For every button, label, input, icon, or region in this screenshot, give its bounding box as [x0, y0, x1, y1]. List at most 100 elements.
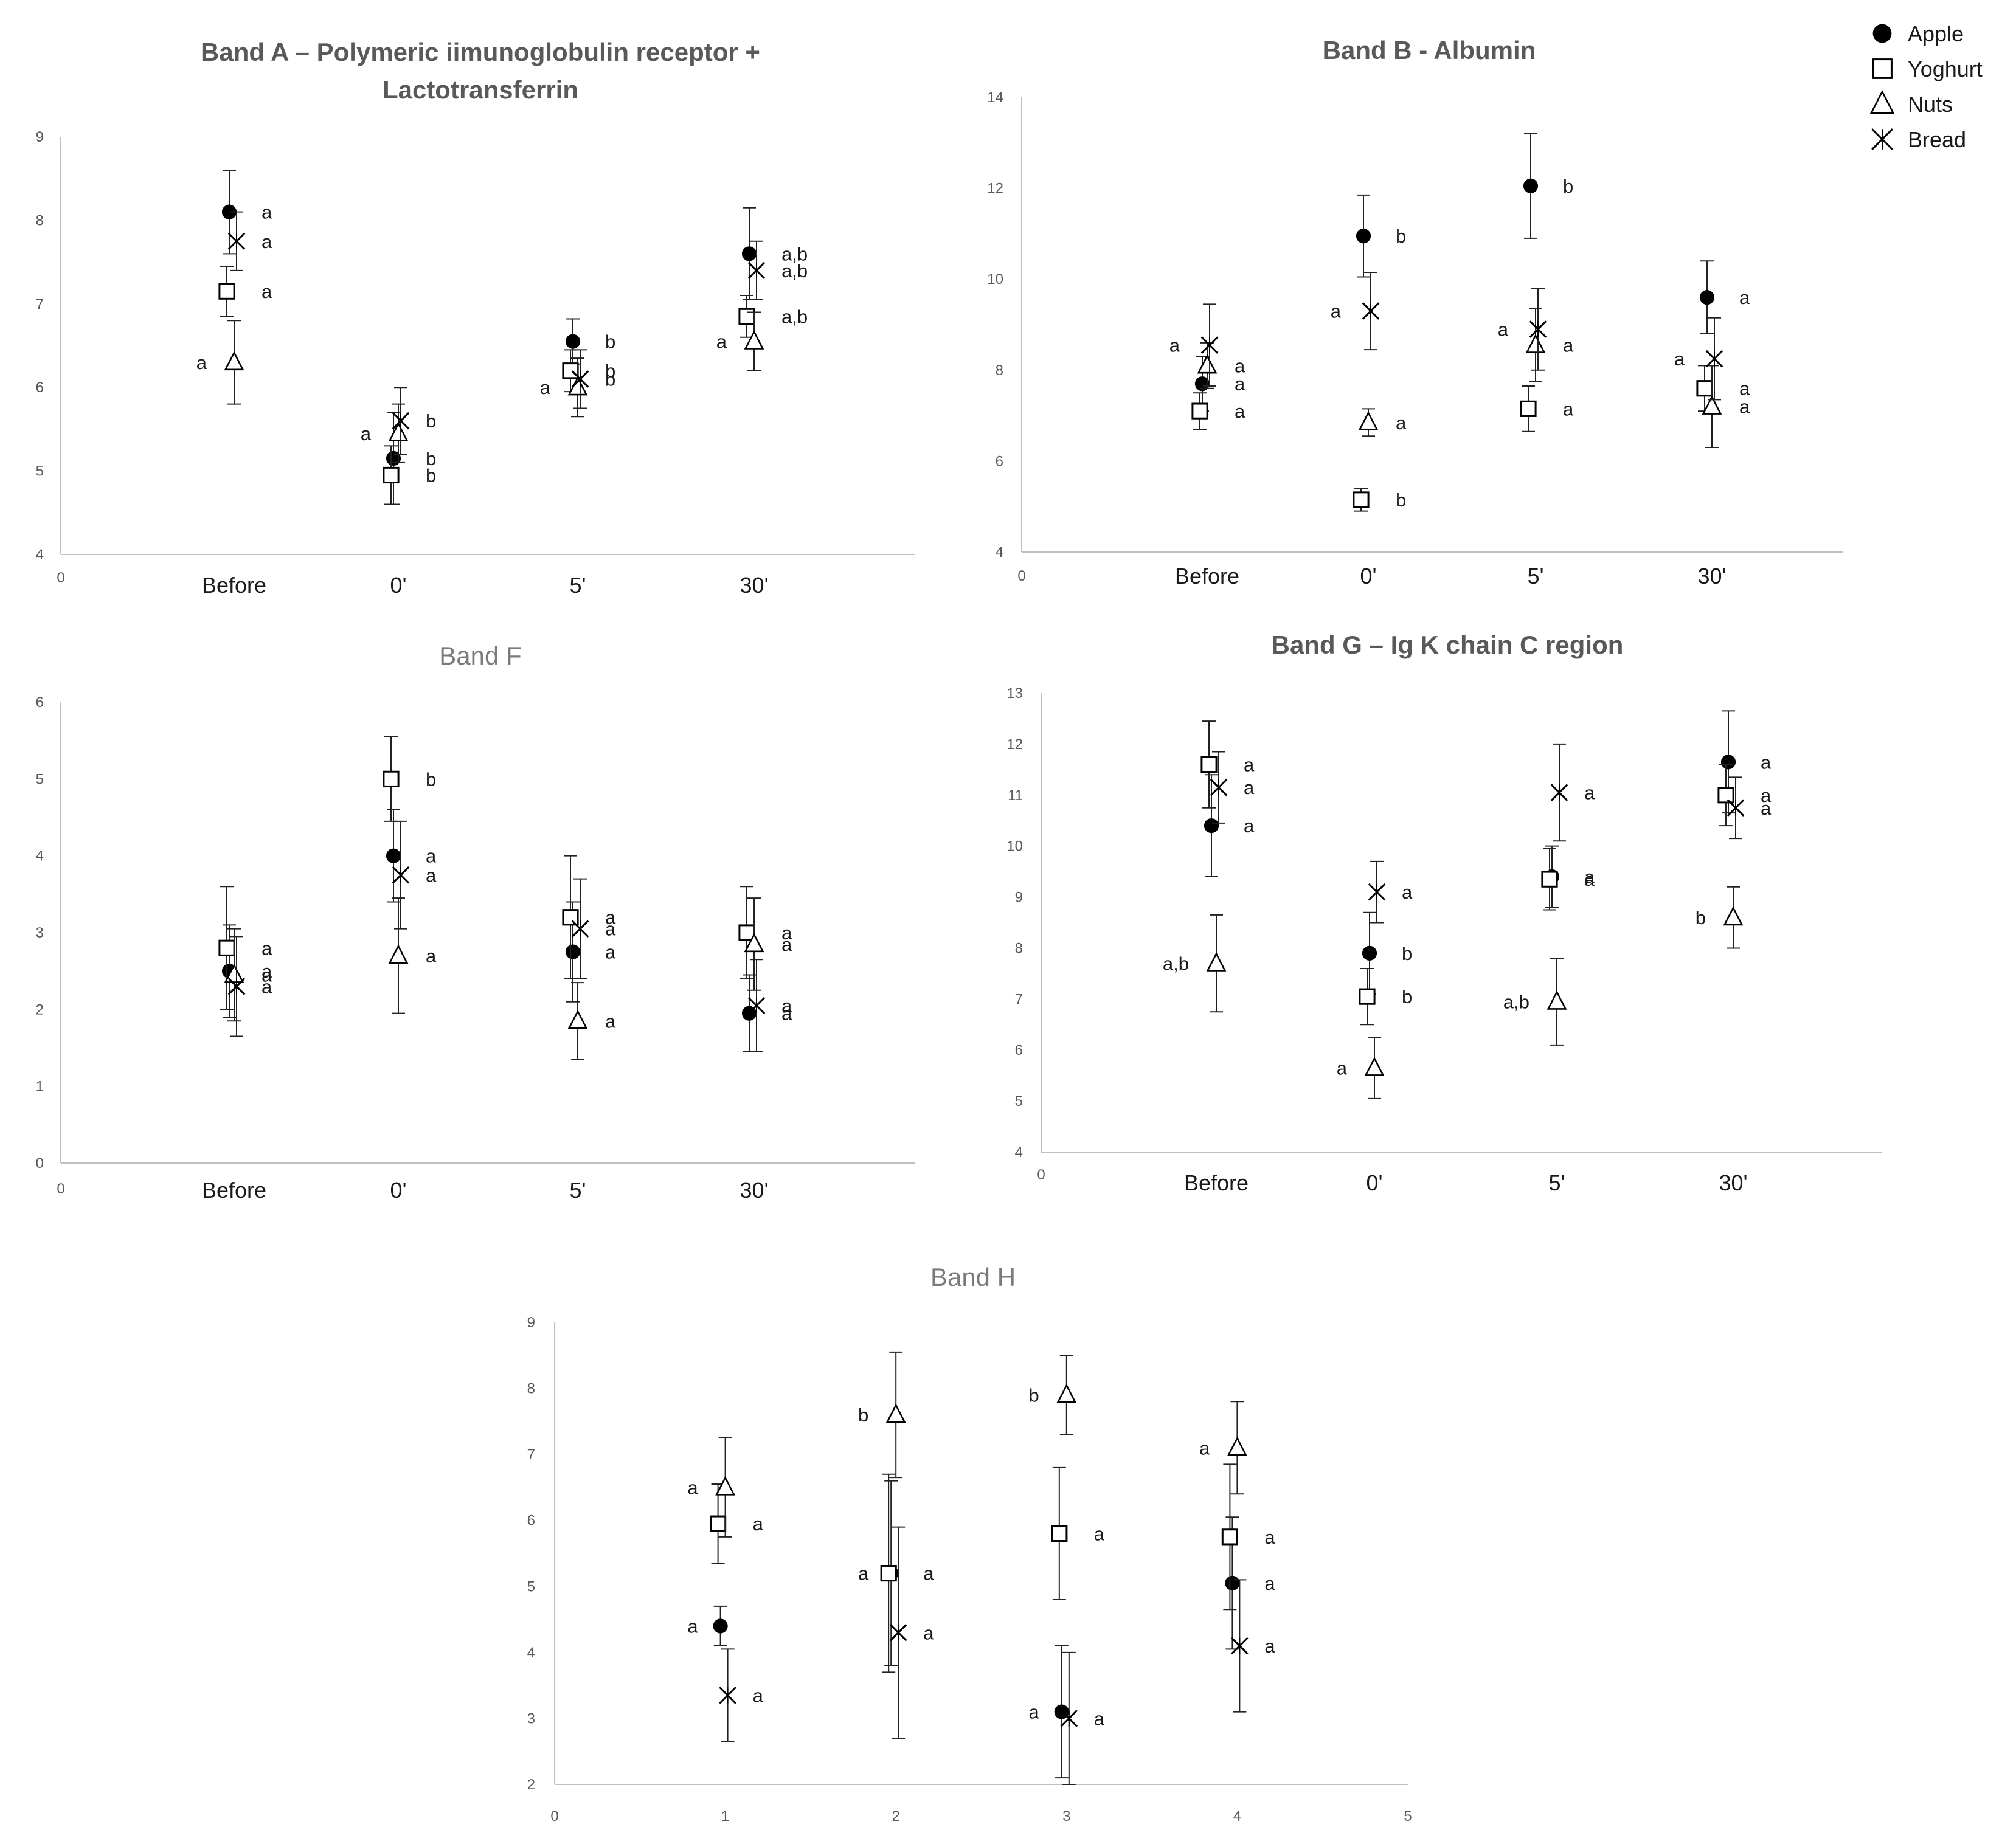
band-b-title-line-1: Band B - Albumin	[1323, 36, 1536, 64]
band-a-sig-label-yoghurt: a,b	[781, 306, 808, 327]
band-g-sig-label-yoghurt: a	[1761, 785, 1772, 806]
band-a-sig-label-nuts: a	[716, 331, 727, 353]
band-g-point-yoghurt	[1541, 871, 1558, 888]
band-h-point-nuts	[1227, 1436, 1247, 1456]
legend-marker-apple	[1872, 24, 1892, 43]
band-a-x-category-0: 0'	[390, 573, 407, 598]
band-g-sig-label-nuts: a,b	[1163, 953, 1189, 975]
band-b-x-category-before: Before	[1175, 564, 1239, 589]
band-h-chart: Band H 2 3 4 5 6 7 8 9 0 1 2 3 4 5 a a a a a a a a a b b a a a a a	[527, 1263, 1412, 1825]
band-b-point-nuts	[1525, 333, 1546, 353]
band-b-sig-label-apple: b	[1396, 226, 1406, 247]
band-a-sig-label-nuts: a	[540, 377, 551, 398]
band-f-sig-label-apple: a	[781, 1003, 792, 1024]
band-h-point-bread	[719, 1687, 736, 1704]
band-b-x-origin-label: 0	[1017, 568, 1025, 584]
band-f-sig-label-bread: a	[605, 919, 616, 940]
band-a-sig-label-apple: a	[262, 202, 272, 223]
band-b-y-tick-label: 12	[987, 181, 1003, 197]
band-g-series-nuts: a,b a a,b b	[1163, 886, 1744, 1099]
band-b-point-yoghurt	[1191, 402, 1208, 420]
band-f-sig-label-nuts: a	[605, 1010, 616, 1032]
band-b-point-yoghurt	[1353, 491, 1370, 508]
band-f-point-bread	[392, 866, 410, 884]
band-h-point-bread	[1060, 1710, 1078, 1727]
band-a-point-apple	[741, 246, 757, 261]
band-a-y-tick-label: 5	[36, 463, 44, 480]
band-h-point-apple	[1225, 1575, 1240, 1590]
band-h-series-bread: a a a a	[719, 1526, 1275, 1785]
band-g-y-tick-label: 13	[1006, 685, 1023, 702]
band-b-sig-label-bread: a	[1674, 348, 1685, 370]
band-h-sig-label-yoghurt: a	[1094, 1523, 1105, 1544]
band-f-point-nuts	[388, 944, 409, 964]
band-f-point-nuts	[744, 933, 764, 953]
band-b-point-bread	[1200, 336, 1219, 354]
band-f-sig-label-yoghurt: a	[781, 922, 792, 944]
band-f-y-tick-label: 2	[36, 1001, 44, 1018]
band-g-point-yoghurt	[1359, 988, 1376, 1005]
band-h-point-yoghurt	[1221, 1528, 1239, 1546]
band-a-y-tick-label: 9	[36, 129, 44, 145]
legend-marker-yoghurt	[1872, 58, 1893, 79]
band-h-y-tick-label: 9	[527, 1314, 535, 1331]
band-h-sig-label-bread: a	[1094, 1708, 1105, 1729]
band-f-sig-label-yoghurt: a	[605, 907, 616, 928]
band-h-series-nuts: a b b a	[687, 1351, 1247, 1538]
band-h-title-line-1: Band H	[930, 1263, 1016, 1291]
band-g-x-category-before: Before	[1184, 1170, 1249, 1195]
band-f-y-tick-label: 3	[36, 925, 44, 941]
band-a-sig-label-bread: b	[426, 410, 436, 432]
band-h-x-tick-label: 2	[892, 1808, 900, 1825]
band-f-point-bread	[747, 996, 766, 1015]
band-b-y-tick-label: 6	[996, 453, 1003, 469]
legend-item-bread: Bread	[1871, 127, 1966, 152]
band-h-y-tick-label: 8	[527, 1381, 535, 1397]
band-g-y-tick-label: 7	[1015, 991, 1023, 1007]
band-f-sig-label-apple: a	[262, 961, 272, 982]
band-a-title-line-2: Lactotransferrin	[383, 75, 578, 104]
band-g-sig-label-nuts: a,b	[1503, 992, 1529, 1013]
band-f-sig-label-nuts: a	[426, 945, 437, 967]
band-b-x-category-30: 30'	[1698, 564, 1727, 589]
band-f-sig-label-yoghurt: b	[426, 768, 436, 790]
band-g-point-apple	[1720, 755, 1736, 770]
band-h-series-yoghurt: a a a a	[710, 1463, 1275, 1673]
band-b-sig-label-yoghurt: a	[1563, 398, 1574, 420]
band-a-sig-label-bread: a	[262, 231, 272, 252]
band-g-sig-label-apple: b	[1402, 943, 1412, 964]
band-a-point-nuts	[388, 422, 409, 441]
band-h-point-apple	[713, 1618, 728, 1634]
band-g-point-bread	[1368, 883, 1386, 901]
band-b-sig-label-nuts: a	[1235, 355, 1245, 376]
band-a-point-bread	[747, 261, 766, 280]
band-b-series-apple: a b b a	[1194, 133, 1750, 412]
band-h-y-tick-label: 4	[527, 1645, 535, 1661]
band-a-point-apple	[221, 204, 237, 219]
band-h-x-tick-label: 0	[550, 1808, 558, 1825]
band-h-sig-label-yoghurt: a	[923, 1563, 934, 1584]
band-h-y-tick-label: 3	[527, 1710, 535, 1727]
band-g-y-tick-label: 8	[1015, 940, 1023, 956]
band-b-point-nuts	[1197, 354, 1218, 374]
band-a-y-tick-label: 7	[36, 296, 44, 313]
band-g-point-bread	[1727, 799, 1745, 817]
band-h-y-tick-label: 7	[527, 1446, 535, 1463]
band-f-y-tick-label: 5	[36, 771, 44, 787]
band-g-y-tick-label: 5	[1015, 1093, 1023, 1110]
band-f-point-apple	[386, 848, 401, 863]
band-g-point-bread	[1550, 784, 1568, 801]
band-h-sig-label-bread: a	[753, 1685, 764, 1706]
band-f-x-category-before: Before	[202, 1178, 266, 1203]
band-a-point-apple	[565, 334, 581, 349]
band-h-sig-label-nuts: b	[858, 1404, 868, 1426]
band-f-point-yoghurt	[562, 909, 579, 926]
band-b-sig-label-yoghurt: b	[1396, 489, 1406, 511]
band-a-sig-label-apple: b	[426, 448, 436, 469]
band-h-point-yoghurt	[880, 1564, 897, 1582]
legend-item-yoghurt: Yoghurt	[1872, 57, 1983, 81]
band-b-sig-label-apple: b	[1563, 176, 1573, 197]
band-f-x-category-0: 0'	[390, 1178, 407, 1203]
